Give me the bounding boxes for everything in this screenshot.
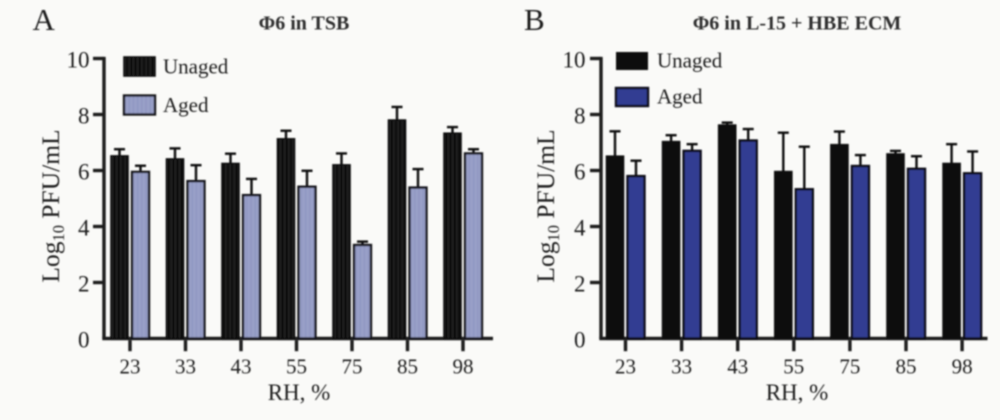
svg-text:75: 75: [839, 355, 860, 379]
svg-text:8: 8: [574, 104, 586, 129]
svg-text:33: 33: [175, 355, 196, 379]
svg-text:4: 4: [574, 216, 586, 241]
svg-text:6: 6: [78, 160, 90, 185]
svg-text:10: 10: [67, 48, 90, 73]
svg-text:Φ6 in TSB: Φ6 in TSB: [259, 13, 350, 35]
svg-text:0: 0: [78, 328, 90, 353]
svg-text:RH, %: RH, %: [268, 380, 331, 405]
svg-text:Unaged: Unaged: [163, 55, 229, 79]
svg-text:Φ6 in L-15 + HBE ECM: Φ6 in L-15 + HBE ECM: [693, 13, 902, 35]
svg-text:8: 8: [78, 104, 90, 129]
svg-text:10: 10: [563, 48, 586, 73]
svg-text:23: 23: [615, 355, 636, 379]
svg-text:23: 23: [120, 355, 141, 379]
svg-text:Log10 PFU/mL: Log10 PFU/mL: [36, 129, 68, 282]
svg-text:43: 43: [231, 355, 252, 379]
svg-text:75: 75: [342, 355, 363, 379]
svg-text:43: 43: [727, 355, 748, 379]
svg-text:A: A: [33, 2, 56, 37]
svg-text:98: 98: [952, 355, 973, 379]
svg-text:85: 85: [896, 355, 917, 379]
svg-text:6: 6: [574, 160, 586, 185]
svg-text:Aged: Aged: [163, 93, 209, 117]
svg-text:98: 98: [453, 355, 474, 379]
svg-text:85: 85: [397, 355, 418, 379]
svg-text:Unaged: Unaged: [657, 49, 723, 73]
svg-text:2: 2: [574, 272, 586, 297]
svg-text:RH, %: RH, %: [766, 380, 829, 405]
svg-text:55: 55: [783, 355, 804, 379]
svg-text:33: 33: [671, 355, 692, 379]
svg-text:B: B: [524, 2, 545, 37]
svg-text:55: 55: [286, 355, 307, 379]
svg-text:0: 0: [574, 328, 586, 353]
svg-text:2: 2: [78, 272, 90, 297]
svg-text:Aged: Aged: [657, 85, 703, 109]
svg-text:Log10 PFU/mL: Log10 PFU/mL: [531, 129, 563, 282]
svg-text:4: 4: [78, 216, 90, 241]
